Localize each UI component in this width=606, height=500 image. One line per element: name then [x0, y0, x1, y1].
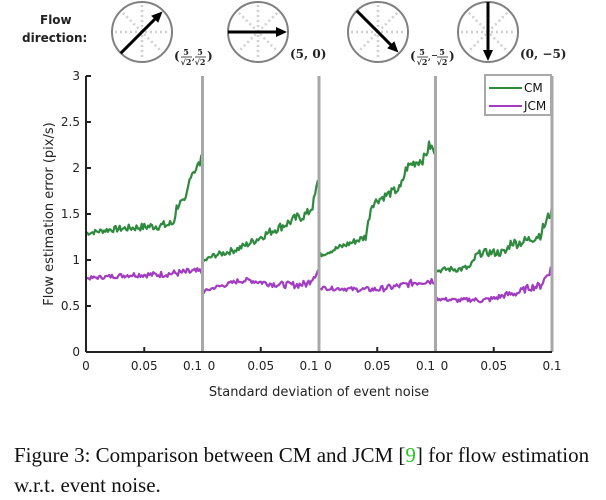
compass-circle: [347, 1, 409, 63]
y-tick-label: 0.5: [61, 299, 80, 313]
x-tick-label: 0: [82, 359, 90, 373]
flow-compass-4: (0, −5): [457, 1, 566, 63]
flow-coordinate-label: (5√2, 5√2): [174, 47, 213, 67]
den: √2: [181, 57, 192, 67]
legend: CM JCM: [484, 74, 552, 116]
num: 5: [419, 47, 425, 57]
flow-arrow-shaft: [355, 9, 396, 50]
flow-label-line2: direction:: [22, 31, 87, 45]
flow-direction-label: Flow direction:: [22, 13, 87, 45]
flow-coordinate-label: (0, −5): [520, 47, 566, 61]
paren: (: [410, 49, 416, 63]
flow-compass-2: (5, 0): [227, 1, 326, 63]
caption-prefix: Figure 3: Comparison between CM and JCM …: [14, 443, 406, 467]
legend-label-jcm: JCM: [523, 99, 546, 113]
y-tick-label: 1: [72, 253, 80, 267]
y-axis-label: Flow estimation error (pix/s): [42, 122, 57, 305]
comma: ,: [428, 52, 431, 62]
arrow-head-icon: [151, 11, 163, 23]
series-line-cm-panel-2: [201, 178, 320, 262]
x-tick-label: 0.05: [480, 359, 507, 373]
x-tick-label: 0.1: [542, 359, 561, 373]
den: √2: [437, 57, 448, 67]
flow-arrow-shaft: [119, 14, 160, 55]
num: 5: [439, 47, 445, 57]
y-tick-label: 2: [72, 161, 80, 175]
den: √2: [417, 57, 428, 67]
x-tick-label: 0.05: [247, 359, 274, 373]
series-line-jcm-panel-1: [85, 267, 204, 281]
arrow-head-icon: [387, 41, 399, 53]
x-tick-label: 0.1: [416, 359, 435, 373]
flow-coordinate-label: (5, 0): [290, 47, 326, 61]
x-tick-label: 0: [441, 359, 449, 373]
legend-box: [484, 74, 552, 116]
series-line-cm-panel-4: [434, 203, 554, 274]
x-tick-label: 0.05: [131, 359, 158, 373]
y-tick-label: 0: [72, 345, 80, 359]
x-tick-label: 0: [208, 359, 216, 373]
figure-caption: Figure 3: Comparison between CM and JCM …: [14, 440, 594, 500]
flow-label-line1: Flow: [40, 13, 72, 27]
y-tick-label: 2.5: [61, 115, 80, 129]
caption-suffix: ] for flow estimation w.r.t. event noise…: [14, 443, 590, 497]
num: 5: [183, 47, 189, 57]
series-line-cm-panel-3: [318, 140, 437, 258]
series-line-jcm-panel-2: [201, 268, 320, 294]
series-line-jcm-panel-3: [319, 278, 437, 293]
arrow-head-icon: [483, 50, 493, 61]
series-line-jcm-panel-4: [434, 266, 553, 304]
y-tick-label: 3: [72, 69, 80, 83]
x-tick-label: 0.05: [364, 359, 391, 373]
paren: ): [207, 49, 213, 63]
y-tick-label: 1.5: [61, 207, 80, 221]
x-axis-label: Standard deviation of event noise: [209, 385, 429, 400]
figure-chart: Flow direction: (5√2, 5√2) (5, 0)(5√2, −5√2…: [22, 1, 566, 400]
legend-label-cm: CM: [524, 81, 543, 95]
x-tick-label: 0.1: [299, 359, 318, 373]
x-tick-label: 0: [324, 359, 332, 373]
flow-coordinate-label: (5√2, −5√2): [410, 47, 455, 67]
x-tick-label: 0.1: [183, 359, 202, 373]
comma: ,: [192, 52, 195, 62]
plot-area: [85, 140, 554, 304]
paren: ): [449, 49, 455, 63]
compass-circle: [111, 1, 173, 63]
series-line-cm-panel-1: [85, 154, 204, 236]
axes: 0 0.5 1 1.5 2 2.5 3 0 0.05 0.1 0 0.05 0.1 0 0.05 0.1 0 0.…: [61, 69, 562, 373]
arrow-head-icon: [276, 27, 287, 37]
paren: (: [174, 49, 180, 63]
flow-compass-3: (5√2, −5√2): [347, 1, 455, 67]
flow-compasses: (5√2, 5√2) (5, 0)(5√2, −5√2) (0, −5): [111, 1, 566, 67]
num: 5: [197, 47, 203, 57]
citation-link[interactable]: 9: [405, 443, 416, 467]
den: √2: [195, 57, 206, 67]
flow-compass-1: (5√2, 5√2): [111, 1, 213, 67]
minus: −: [431, 50, 438, 60]
